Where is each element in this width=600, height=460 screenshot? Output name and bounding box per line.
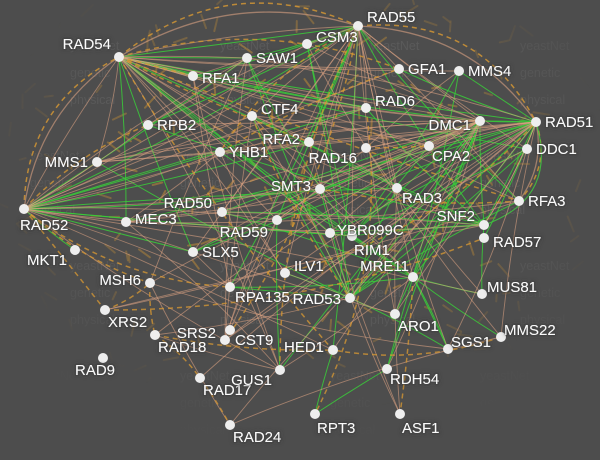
svg-text:RAD55: RAD55 (367, 9, 415, 26)
svg-text:MKT1: MKT1 (27, 252, 67, 269)
svg-text:RAD53: RAD53 (293, 291, 341, 308)
svg-text:XRS2: XRS2 (108, 314, 147, 331)
svg-text:RAD16: RAD16 (309, 150, 357, 167)
svg-text:RFA3: RFA3 (528, 193, 566, 210)
svg-text:MRE11: MRE11 (360, 258, 409, 275)
svg-text:RAD24: RAD24 (233, 429, 281, 446)
svg-text:RAD59: RAD59 (220, 224, 268, 241)
svg-text:physical: physical (30, 423, 75, 437)
svg-text:RPA135: RPA135 (235, 289, 290, 306)
svg-text:physical: physical (480, 423, 525, 437)
svg-text:yeastNet: yeastNet (30, 369, 80, 383)
svg-text:DDC1: DDC1 (536, 141, 577, 158)
svg-text:MEC3: MEC3 (135, 211, 177, 228)
svg-text:ILV1: ILV1 (294, 258, 324, 275)
svg-text:ASF1: ASF1 (402, 420, 440, 437)
svg-text:yeastNet: yeastNet (520, 39, 570, 53)
svg-text:physical: physical (180, 423, 225, 437)
svg-text:MMS1: MMS1 (45, 154, 88, 171)
svg-text:yeastNet: yeastNet (180, 369, 230, 383)
svg-text:SGS1: SGS1 (451, 334, 491, 351)
svg-text:RAD54: RAD54 (63, 36, 111, 53)
svg-text:SNF2: SNF2 (437, 208, 475, 225)
svg-text:RAD57: RAD57 (493, 234, 541, 251)
svg-text:CTF4: CTF4 (261, 101, 299, 118)
svg-text:RDH54: RDH54 (390, 371, 439, 388)
svg-text:GFA1: GFA1 (408, 61, 446, 78)
svg-text:RPB2: RPB2 (157, 117, 196, 134)
svg-text:RAD3: RAD3 (402, 190, 442, 207)
svg-text:MUS81: MUS81 (487, 279, 537, 296)
svg-text:RFA2: RFA2 (262, 131, 300, 148)
svg-text:yeastNet: yeastNet (480, 369, 530, 383)
svg-text:genetic: genetic (520, 66, 560, 80)
svg-text:DMC1: DMC1 (428, 117, 471, 134)
svg-text:genetic: genetic (330, 396, 370, 410)
svg-text:physical: physical (520, 93, 565, 107)
svg-text:MSH6: MSH6 (99, 272, 141, 289)
svg-text:genetic: genetic (480, 396, 520, 410)
svg-text:GUS1: GUS1 (231, 372, 272, 389)
svg-text:SAW1: SAW1 (256, 50, 298, 67)
svg-text:SLX5: SLX5 (202, 244, 239, 261)
svg-text:HED1: HED1 (284, 339, 324, 356)
svg-text:RPT3: RPT3 (317, 420, 355, 437)
svg-text:yeastNet: yeastNet (330, 369, 380, 383)
svg-text:YBR099C: YBR099C (337, 222, 404, 239)
svg-text:RIM1: RIM1 (354, 242, 390, 259)
svg-text:RAD51: RAD51 (545, 114, 593, 131)
svg-text:CSM3: CSM3 (316, 29, 358, 46)
svg-text:SMT3: SMT3 (271, 178, 311, 195)
svg-text:CST9: CST9 (235, 332, 273, 349)
svg-text:RAD6: RAD6 (375, 93, 415, 110)
svg-text:genetic: genetic (30, 396, 70, 410)
svg-text:CPA2: CPA2 (432, 148, 470, 165)
svg-text:RAD50: RAD50 (164, 195, 212, 212)
svg-text:RFA1: RFA1 (202, 70, 240, 87)
svg-text:RAD52: RAD52 (20, 217, 68, 234)
svg-text:yeastNet: yeastNet (520, 259, 570, 273)
svg-text:MMS4: MMS4 (468, 63, 511, 80)
svg-text:ARO1: ARO1 (398, 318, 439, 335)
svg-text:MMS22: MMS22 (504, 322, 556, 339)
svg-text:RAD9: RAD9 (75, 362, 115, 379)
svg-text:SRS2: SRS2 (177, 325, 216, 342)
